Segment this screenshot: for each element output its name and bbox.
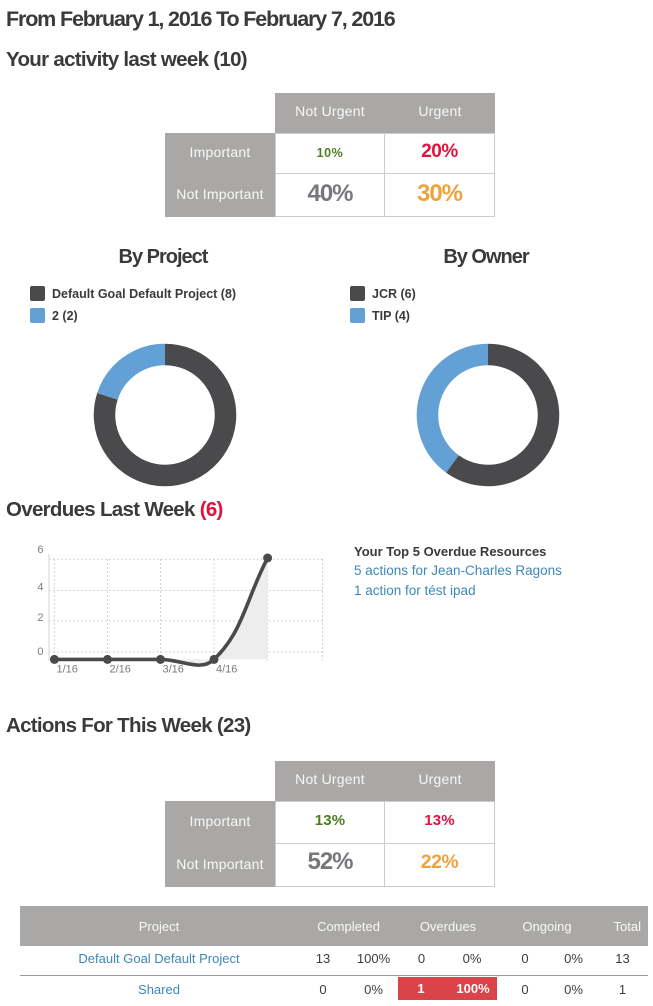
- svg-text:4: 4: [37, 581, 43, 593]
- svg-text:2/16: 2/16: [110, 664, 131, 676]
- svg-text:4/16: 4/16: [216, 664, 237, 676]
- svg-text:1/16: 1/16: [57, 664, 78, 676]
- svg-text:3/16: 3/16: [163, 664, 184, 676]
- svg-text:2: 2: [37, 612, 43, 624]
- svg-text:0: 0: [37, 646, 43, 658]
- svg-text:6: 6: [37, 544, 43, 556]
